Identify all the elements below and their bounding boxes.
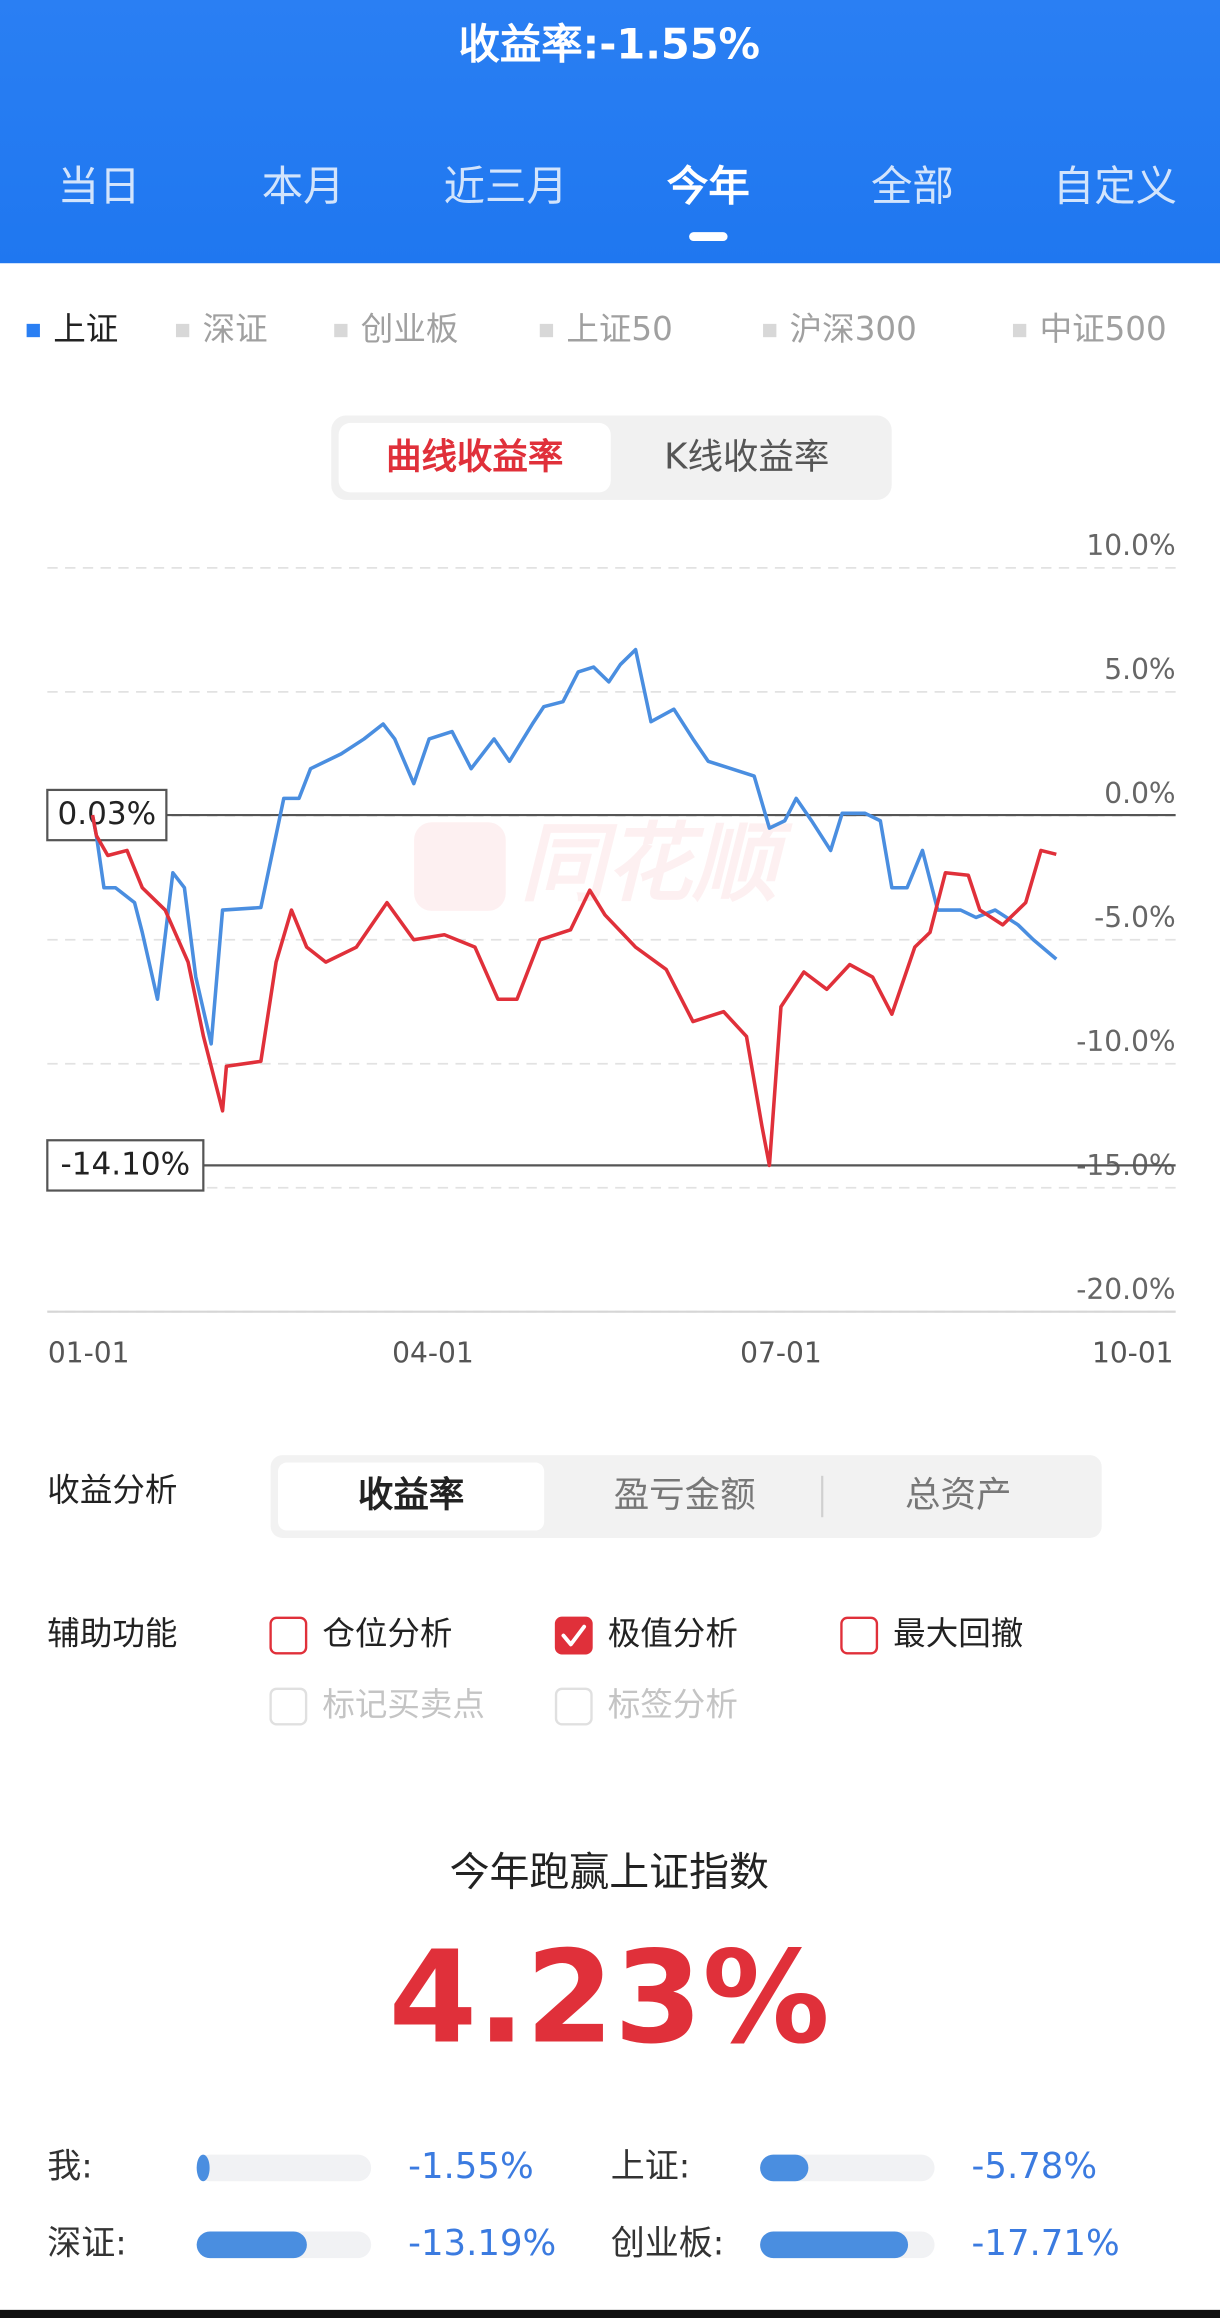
index-marker: [334, 323, 348, 338]
y-tick-label: -20.0%: [1076, 1273, 1175, 1306]
period-tab[interactable]: 当日: [58, 162, 141, 210]
period-tab[interactable]: 全部: [871, 162, 954, 210]
bar: [760, 2231, 909, 2259]
index-tab[interactable]: 上证50: [566, 310, 672, 348]
comparison-value: -17.71%: [972, 2223, 1120, 2264]
x-tick-label: 10-01: [1092, 1337, 1174, 1370]
x-tick-label: 04-01: [392, 1337, 474, 1370]
bottom-bar: [0, 2309, 1220, 2318]
checkbox-label: 标签分析: [608, 1686, 738, 1724]
period-tab[interactable]: 本月: [262, 162, 345, 210]
index-marker: [1012, 323, 1027, 338]
analysis-tab[interactable]: 盈亏金额: [614, 1475, 756, 1516]
checkbox-label[interactable]: 仓位分析: [322, 1615, 452, 1653]
checkbox-label[interactable]: 极值分析: [608, 1615, 738, 1653]
header-bg: [0, 0, 1220, 264]
y-tick-label: 0.0%: [1104, 777, 1175, 810]
bar-track: [196, 2154, 372, 2182]
y-tick-label: 5.0%: [1104, 653, 1175, 686]
checkbox-label[interactable]: 最大回撤: [893, 1615, 1023, 1653]
bar: [760, 2154, 809, 2182]
checkbox[interactable]: [269, 1616, 308, 1655]
checkbox-label: 标记买卖点: [322, 1686, 485, 1724]
x-tick-label: 01-01: [48, 1337, 130, 1370]
extreme-label: 0.03%: [58, 796, 157, 832]
comparison-label: 深证:: [47, 2223, 126, 2263]
period-tab[interactable]: 近三月: [444, 162, 568, 210]
index-tab[interactable]: 上证: [53, 310, 118, 348]
mode-tab-active: [338, 422, 611, 493]
y-tick-label: 10.0%: [1086, 529, 1175, 562]
y-tick-label: -5.0%: [1094, 901, 1175, 934]
y-tick-label: -10.0%: [1076, 1025, 1175, 1058]
checkmark: [561, 1624, 587, 1647]
comparison-title: 今年跑赢上证指数: [450, 1850, 769, 1896]
analysis-tab[interactable]: 收益率: [358, 1475, 464, 1516]
series-line: [90, 814, 1057, 1168]
period-tab[interactable]: 自定义: [1053, 162, 1177, 210]
analysis-label: 收益分析: [47, 1471, 177, 1509]
comparison-label: 上证:: [611, 2146, 690, 2186]
index-tab[interactable]: 中证500: [1040, 310, 1167, 348]
comparison-value: -13.19%: [408, 2223, 556, 2264]
watermark-icon: [414, 822, 506, 911]
extreme-label-box: [46, 1139, 205, 1192]
comparison-value: -1.55%: [408, 2146, 534, 2187]
analysis-tab[interactable]: 总资产: [905, 1475, 1011, 1516]
comparison-label: 创业板:: [611, 2223, 724, 2263]
checkbox[interactable]: [840, 1616, 879, 1655]
index-marker: [763, 323, 777, 338]
index-marker: [539, 323, 554, 338]
mode-tab[interactable]: K线收益率: [664, 436, 829, 477]
tab-indicator: [689, 232, 728, 242]
comparison-value: -5.78%: [972, 2146, 1098, 2187]
index-tab[interactable]: 深证: [203, 310, 268, 348]
watermark: 同花顺: [521, 814, 794, 914]
bar: [196, 2231, 307, 2259]
checkbox: [554, 1687, 593, 1726]
series-line: [90, 647, 1058, 1046]
x-tick-label: 07-01: [740, 1337, 822, 1370]
index-tab[interactable]: 沪深300: [790, 310, 917, 348]
checkbox[interactable]: [554, 1616, 593, 1655]
period-tab[interactable]: 今年: [667, 162, 750, 210]
aux-label: 辅助功能: [47, 1615, 177, 1653]
index-marker: [175, 323, 190, 338]
mode-tab[interactable]: 曲线收益率: [386, 436, 563, 477]
comparison-label: 我:: [47, 2146, 92, 2186]
header-title: 收益率:-1.55%: [459, 20, 761, 68]
index-tab[interactable]: 创业板: [361, 310, 459, 348]
analysis-tab-active: [278, 1462, 545, 1531]
extreme-label: -14.10%: [61, 1146, 191, 1182]
extreme-label-box: [46, 788, 168, 842]
checkbox: [269, 1687, 308, 1726]
index-marker: [26, 323, 40, 338]
bar: [196, 2154, 210, 2182]
comparison-headline: 4.23%: [389, 1923, 830, 2071]
